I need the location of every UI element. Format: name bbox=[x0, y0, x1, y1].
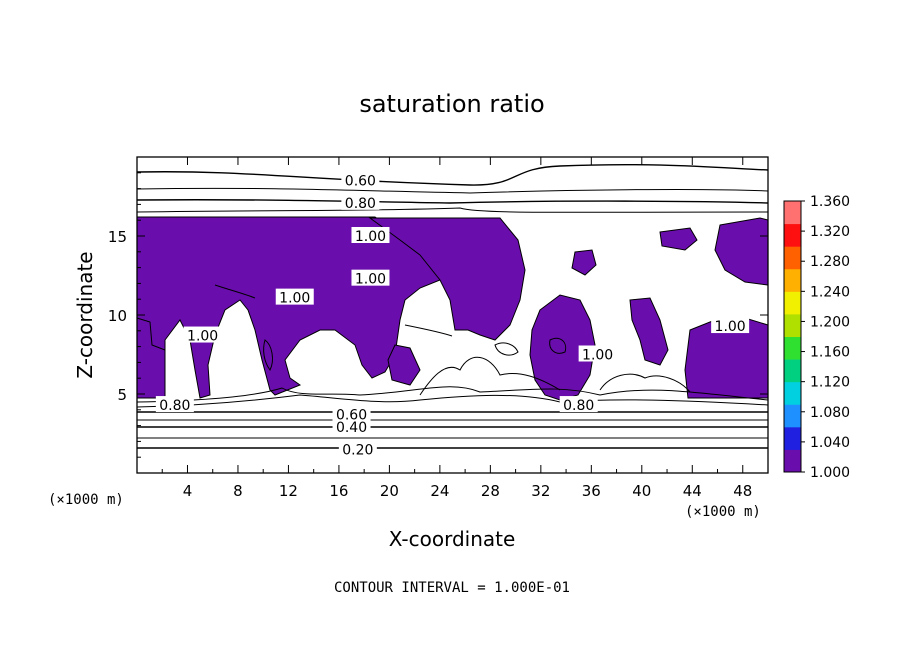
contour-line bbox=[599, 373, 691, 393]
contour-label: 1.00 bbox=[279, 291, 310, 307]
contour-label: 0.60 bbox=[336, 408, 367, 424]
contour-label: 0.40 bbox=[336, 420, 367, 436]
x-tick-label: 8 bbox=[233, 482, 243, 500]
x-tick-label: 12 bbox=[279, 482, 298, 500]
colorbar-swatch bbox=[784, 291, 801, 315]
colorbar-swatch bbox=[784, 313, 801, 337]
x-tick-label: 32 bbox=[531, 482, 550, 500]
contour-label-bg bbox=[341, 171, 380, 188]
x-tick-label: 4 bbox=[183, 482, 193, 500]
contour-label: 0.60 bbox=[345, 174, 376, 190]
contour-label: 0.80 bbox=[159, 398, 190, 414]
y-tick-label: 5 bbox=[117, 386, 127, 404]
x-unit-label-right: (×1000 m) bbox=[685, 504, 761, 520]
contour-label-bg bbox=[332, 418, 371, 435]
y-axis-label: Z-coordinate bbox=[73, 251, 97, 378]
contour-label-bg bbox=[332, 405, 371, 422]
colorbar-label: 1.200 bbox=[810, 314, 850, 330]
contour-label: 1.00 bbox=[355, 272, 386, 288]
contour-label: 0.80 bbox=[345, 196, 376, 212]
y-tick-label: 15 bbox=[108, 228, 127, 246]
colorbar-swatch bbox=[784, 404, 801, 428]
colorbar bbox=[783, 200, 802, 473]
contour-label: 1.00 bbox=[355, 229, 386, 245]
contour-interval-note: CONTOUR INTERVAL = 1.000E-01 bbox=[334, 580, 570, 596]
colorbar-label: 1.360 bbox=[810, 194, 850, 210]
colorbar-label: 1.320 bbox=[810, 224, 850, 240]
contour-line bbox=[494, 342, 519, 356]
shaded-region-top-right bbox=[714, 217, 769, 286]
colorbar-swatch bbox=[784, 246, 801, 270]
contour-line bbox=[136, 386, 769, 403]
contour-label-bg bbox=[338, 440, 377, 457]
contour-line bbox=[263, 339, 273, 371]
x-tick-label: 16 bbox=[329, 482, 348, 500]
contour-line bbox=[549, 337, 567, 354]
contour-label: 1.00 bbox=[715, 319, 746, 335]
x-axis-label: X-coordinate bbox=[389, 527, 516, 551]
colorbar-swatch bbox=[784, 268, 801, 292]
colorbar-label: 1.120 bbox=[810, 375, 850, 391]
contour-label-bg bbox=[711, 317, 750, 334]
contour-label-bg bbox=[183, 326, 222, 343]
colorbar-label: 1.240 bbox=[810, 284, 850, 300]
shaded-region-top-right-small bbox=[659, 227, 698, 251]
x-tick-label: 36 bbox=[582, 482, 601, 500]
contour-label-bg bbox=[559, 396, 598, 413]
x-tick-label: 40 bbox=[632, 482, 651, 500]
contour-label-bg bbox=[155, 396, 194, 413]
colorbar-label: 1.080 bbox=[810, 405, 850, 421]
colorbar-swatch bbox=[784, 381, 801, 405]
shaded-region-supersaturated bbox=[136, 216, 769, 401]
contour-label-bg bbox=[275, 288, 314, 305]
contour-line bbox=[404, 324, 453, 337]
colorbar-swatch bbox=[784, 449, 801, 473]
colorbar-label: 1.040 bbox=[810, 435, 850, 451]
colorbar-swatch bbox=[784, 223, 801, 247]
colorbar-swatch bbox=[784, 426, 801, 450]
contour-line bbox=[214, 284, 256, 299]
x-axis-ticks: 4 8 12 16 20 24 28 32 36 40 44 48 bbox=[161, 157, 752, 500]
contour-label-bg bbox=[351, 269, 390, 286]
colorbar-swatch bbox=[784, 359, 801, 383]
x-tick-label: 44 bbox=[683, 482, 702, 500]
contour-label: 0.20 bbox=[342, 442, 373, 458]
contour-labels: 0.200.400.600.80 0.800.600.801.001.001.00… bbox=[155, 171, 750, 458]
contour-line bbox=[136, 199, 769, 204]
colorbar-label: 1.160 bbox=[810, 345, 850, 361]
colorbar-label: 1.000 bbox=[810, 465, 850, 481]
contour-label-bg bbox=[578, 345, 617, 362]
y-axis-ticks: 5 10 15 bbox=[108, 172, 768, 458]
colorbar-swatch bbox=[784, 336, 801, 360]
x-tick-label: 24 bbox=[430, 482, 449, 500]
x-tick-label: 20 bbox=[380, 482, 399, 500]
x-tick-label: 48 bbox=[733, 482, 752, 500]
y-tick-label: 10 bbox=[108, 307, 127, 325]
shaded-region-right bbox=[629, 297, 669, 366]
contour-line bbox=[419, 356, 561, 396]
x-unit-label-left: (×1000 m) bbox=[48, 492, 124, 508]
contour-label: 0.80 bbox=[563, 398, 594, 414]
shaded-region-center-right bbox=[529, 294, 596, 401]
contour-line bbox=[136, 394, 769, 408]
contour-label: 1.00 bbox=[187, 329, 218, 345]
shaded-region-center bbox=[368, 217, 526, 341]
colorbar-labels: 1.360 1.320 1.280 1.240 1.200 1.160 1.120 1.080… bbox=[801, 194, 850, 481]
contour-label: 1.00 bbox=[582, 348, 613, 364]
contour-line bbox=[136, 187, 769, 194]
contour-line bbox=[136, 207, 769, 213]
contour-label-bg bbox=[351, 227, 390, 243]
contour-label-bg bbox=[341, 193, 380, 210]
shaded-region-center-low bbox=[387, 344, 421, 386]
contour-line bbox=[136, 163, 769, 186]
colorbar-swatch bbox=[784, 201, 801, 225]
chart-title: saturation ratio bbox=[359, 90, 544, 118]
colorbar-label: 1.280 bbox=[810, 254, 850, 270]
colorbar-frame bbox=[783, 200, 802, 473]
x-tick-label: 28 bbox=[481, 482, 500, 500]
contour-lines bbox=[136, 163, 769, 449]
shaded-region-small-blob bbox=[571, 249, 597, 276]
